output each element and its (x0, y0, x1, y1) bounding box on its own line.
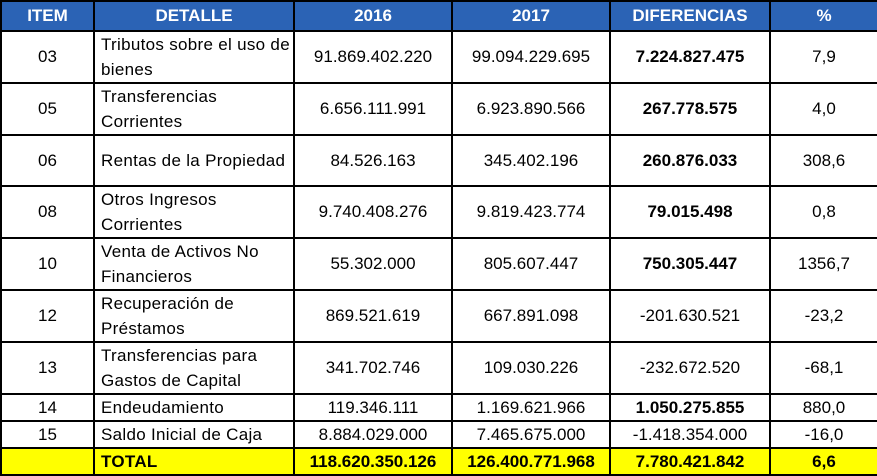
cell-percent: 0,8 (769, 185, 877, 239)
cell-percent: -23,2 (769, 289, 877, 343)
cell-diferencia: -1.418.354.000 (609, 420, 771, 449)
cell-detalle: Transferencias Corrientes (93, 82, 295, 136)
cell-item: 03 (0, 30, 95, 84)
total-percent: 6,6 (769, 447, 877, 476)
header-percent: % (769, 0, 877, 32)
cell-diferencia: 79.015.498 (609, 185, 771, 239)
table-row: 12 Recuperación de Préstamos 869.521.619… (0, 289, 877, 343)
table-row: 03 Tributos sobre el uso de bienes 91.86… (0, 30, 877, 84)
cell-2017: 1.169.621.966 (451, 393, 611, 422)
cell-percent: -68,1 (769, 341, 877, 395)
cell-percent: 1356,7 (769, 237, 877, 291)
cell-diferencia: -201.630.521 (609, 289, 771, 343)
table-row: 10 Venta de Activos No Financieros 55.30… (0, 237, 877, 291)
cell-item: 14 (0, 393, 95, 422)
table-row: 14 Endeudamiento 119.346.111 1.169.621.9… (0, 393, 877, 422)
header-diferencias: DIFERENCIAS (609, 0, 771, 32)
header-row: ITEM DETALLE 2016 2017 DIFERENCIAS % (0, 0, 877, 32)
cell-2017: 667.891.098 (451, 289, 611, 343)
cell-item: 05 (0, 82, 95, 136)
cell-diferencia: 750.305.447 (609, 237, 771, 291)
table-row: 13 Transferencias para Gastos de Capital… (0, 341, 877, 395)
header-2016: 2016 (293, 0, 453, 32)
cell-percent: 4,0 (769, 82, 877, 136)
cell-detalle: Recuperación de Préstamos (93, 289, 295, 343)
cell-item: 10 (0, 237, 95, 291)
cell-2017: 109.030.226 (451, 341, 611, 395)
table-row: 15 Saldo Inicial de Caja 8.884.029.000 7… (0, 420, 877, 449)
cell-2016: 8.884.029.000 (293, 420, 453, 449)
cell-2016: 6.656.111.991 (293, 82, 453, 136)
cell-2017: 9.819.423.774 (451, 185, 611, 239)
cell-diferencia: 260.876.033 (609, 134, 771, 187)
cell-diferencia: -232.672.520 (609, 341, 771, 395)
cell-2016: 84.526.163 (293, 134, 453, 187)
cell-2017: 805.607.447 (451, 237, 611, 291)
header-detalle: DETALLE (93, 0, 295, 32)
cell-percent: 7,9 (769, 30, 877, 84)
cell-item: 08 (0, 185, 95, 239)
cell-item: 06 (0, 134, 95, 187)
cell-2016: 119.346.111 (293, 393, 453, 422)
cell-detalle: Venta de Activos No Financieros (93, 237, 295, 291)
table-row: 08 Otros Ingresos Corrientes 9.740.408.2… (0, 185, 877, 239)
cell-percent: 880,0 (769, 393, 877, 422)
cell-item: 15 (0, 420, 95, 449)
total-row: TOTAL 118.620.350.126 126.400.771.968 7.… (0, 447, 877, 476)
cell-detalle: Otros Ingresos Corrientes (93, 185, 295, 239)
cell-2017: 99.094.229.695 (451, 30, 611, 84)
table-row: 06 Rentas de la Propiedad 84.526.163 345… (0, 134, 877, 187)
total-label: TOTAL (93, 447, 295, 476)
cell-2016: 869.521.619 (293, 289, 453, 343)
cell-diferencia: 267.778.575 (609, 82, 771, 136)
cell-2017: 345.402.196 (451, 134, 611, 187)
total-item (0, 447, 95, 476)
cell-diferencia: 1.050.275.855 (609, 393, 771, 422)
cell-detalle: Saldo Inicial de Caja (93, 420, 295, 449)
cell-item: 13 (0, 341, 95, 395)
table-row: 05 Transferencias Corrientes 6.656.111.9… (0, 82, 877, 136)
cell-2017: 6.923.890.566 (451, 82, 611, 136)
cell-diferencia: 7.224.827.475 (609, 30, 771, 84)
header-item: ITEM (0, 0, 95, 32)
cell-detalle: Endeudamiento (93, 393, 295, 422)
cell-detalle: Transferencias para Gastos de Capital (93, 341, 295, 395)
cell-percent: -16,0 (769, 420, 877, 449)
cell-percent: 308,6 (769, 134, 877, 187)
cell-2016: 91.869.402.220 (293, 30, 453, 84)
cell-2016: 9.740.408.276 (293, 185, 453, 239)
cell-2017: 7.465.675.000 (451, 420, 611, 449)
cell-2016: 55.302.000 (293, 237, 453, 291)
total-diferencia: 7.780.421.842 (609, 447, 771, 476)
total-2017: 126.400.771.968 (451, 447, 611, 476)
cell-detalle: Tributos sobre el uso de bienes (93, 30, 295, 84)
cell-detalle: Rentas de la Propiedad (93, 134, 295, 187)
cell-2016: 341.702.746 (293, 341, 453, 395)
total-2016: 118.620.350.126 (293, 447, 453, 476)
cell-item: 12 (0, 289, 95, 343)
header-2017: 2017 (451, 0, 611, 32)
